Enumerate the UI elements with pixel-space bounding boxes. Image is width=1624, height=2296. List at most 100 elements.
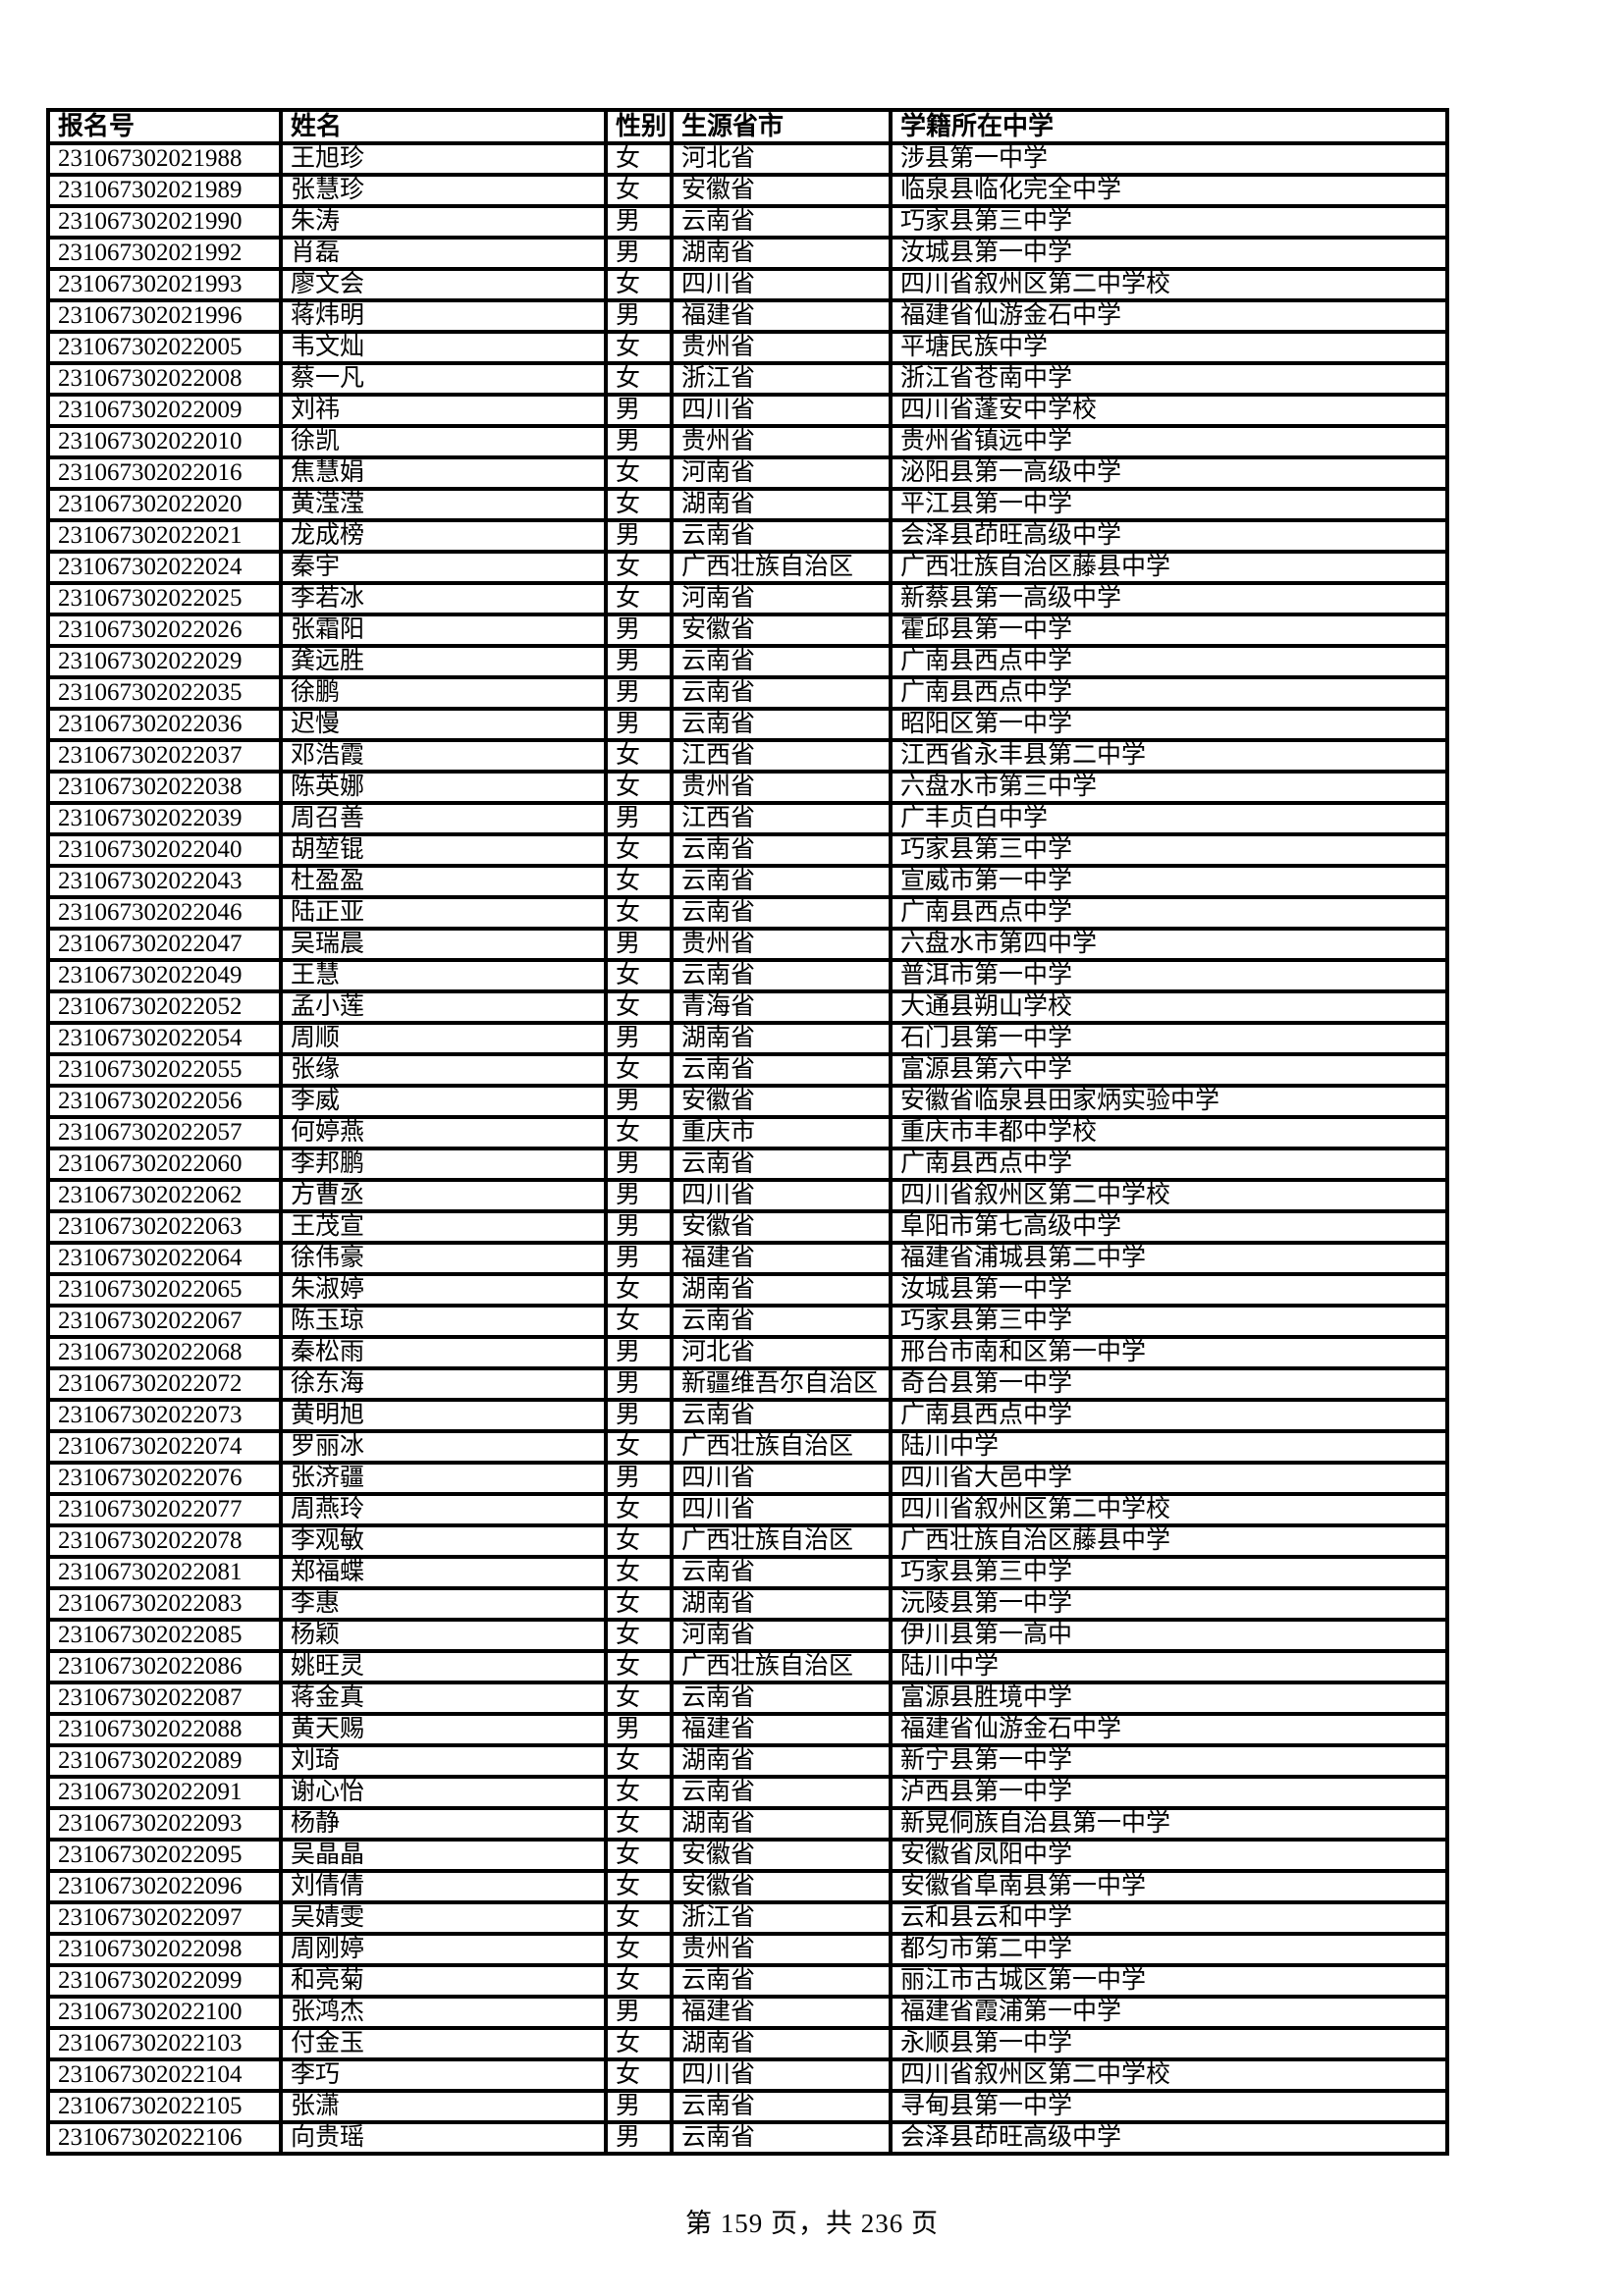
- cell-school: 广南县西点中学: [889, 1398, 1449, 1433]
- cell-reg-number: 231067302022035: [46, 675, 283, 711]
- table-row: 231067302022026 张霜阳男安徽省 霍邱县第一中学: [46, 613, 1449, 648]
- cell-school: 巧家县第三中学: [889, 1304, 1449, 1339]
- cell-reg-number: 231067302021993: [46, 267, 283, 302]
- cell-name: 徐伟豪: [279, 1241, 608, 1276]
- cell-name: 蒋金真: [279, 1681, 608, 1716]
- cell-gender: 男: [604, 613, 674, 648]
- cell-name: 朱涛: [279, 204, 608, 240]
- cell-gender: 男: [604, 236, 674, 271]
- cell-reg-number: 231067302022009: [46, 393, 283, 428]
- page-number-footer: 第 159 页，共 236 页: [685, 2209, 939, 2238]
- cell-school: 安徽省凤阳中学: [889, 1838, 1449, 1873]
- cell-gender: 女: [604, 455, 674, 491]
- cell-reg-number: 231067302022025: [46, 581, 283, 616]
- cell-province: 河北省: [670, 141, 893, 177]
- cell-gender: 女: [604, 989, 674, 1025]
- cell-school: 会泽县茚旺高级中学: [889, 2120, 1449, 2156]
- cell-province: 安徽省: [670, 1838, 893, 1873]
- cell-reg-number: 231067302021992: [46, 236, 283, 271]
- cell-school: 福建省浦城县第二中学: [889, 1241, 1449, 1276]
- cell-gender: 女: [604, 550, 674, 585]
- cell-school: 临泉县临化完全中学: [889, 173, 1449, 208]
- cell-gender: 女: [604, 1869, 674, 1904]
- cell-reg-number: 231067302022021: [46, 518, 283, 554]
- cell-gender: 女: [604, 1052, 674, 1088]
- cell-reg-number: 231067302022063: [46, 1209, 283, 1245]
- cell-gender: 男: [604, 1461, 674, 1496]
- cell-name: 吴晶晶: [279, 1838, 608, 1873]
- cell-reg-number: 231067302022060: [46, 1147, 283, 1182]
- cell-gender: 女: [604, 1649, 674, 1684]
- cell-province: 广西壮族自治区: [670, 1649, 893, 1684]
- cell-school: 浙江省苍南中学: [889, 361, 1449, 397]
- cell-name: 向贵瑶: [279, 2120, 608, 2156]
- col-header-name: 姓名: [279, 108, 608, 145]
- cell-school: 会泽县茚旺高级中学: [889, 518, 1449, 554]
- table-row: 231067302022063 王茂宣男安徽省 阜阳市第七高级中学: [46, 1209, 1449, 1245]
- cell-province: 江西省: [670, 801, 893, 836]
- cell-name: 周燕玲: [279, 1492, 608, 1527]
- cell-gender: 男: [604, 1241, 674, 1276]
- cell-school: 伊川县第一高中: [889, 1618, 1449, 1653]
- cell-province: 贵州省: [670, 330, 893, 365]
- cell-gender: 男: [604, 2120, 674, 2156]
- cell-gender: 女: [604, 487, 674, 522]
- cell-name: 张济疆: [279, 1461, 608, 1496]
- cell-school: 新蔡县第一高级中学: [889, 581, 1449, 616]
- cell-name: 李惠: [279, 1586, 608, 1622]
- cell-school: 都匀市第二中学: [889, 1932, 1449, 1967]
- table-row: 231067302021988 王旭珍女河北省 涉县第一中学: [46, 141, 1449, 177]
- table-row: 231067302022009 刘祎男四川省 四川省蓬安中学校: [46, 393, 1449, 428]
- table-row: 231067302022055 张缘女云南省 富源县第六中学: [46, 1052, 1449, 1088]
- col-header-reg-number: 报名号: [46, 108, 283, 145]
- cell-name: 周顺: [279, 1021, 608, 1056]
- cell-school: 普洱市第一中学: [889, 958, 1449, 993]
- table-row: 231067302022098 周刚婷女贵州省 都匀市第二中学: [46, 1932, 1449, 1967]
- cell-gender: 女: [604, 1115, 674, 1150]
- cell-province: 广西壮族自治区: [670, 1523, 893, 1559]
- cell-gender: 男: [604, 707, 674, 742]
- cell-reg-number: 231067302022038: [46, 770, 283, 805]
- cell-province: 福建省: [670, 1241, 893, 1276]
- cell-reg-number: 231067302022040: [46, 832, 283, 868]
- cell-school: 四川省大邑中学: [889, 1461, 1449, 1496]
- cell-province: 河北省: [670, 1335, 893, 1370]
- cell-school: 广南县西点中学: [889, 644, 1449, 679]
- cell-gender: 男: [604, 644, 674, 679]
- cell-name: 周召善: [279, 801, 608, 836]
- cell-province: 云南省: [670, 204, 893, 240]
- cell-reg-number: 231067302022049: [46, 958, 283, 993]
- table-row: 231067302022056 李威男安徽省 安徽省临泉县田家炳实验中学: [46, 1084, 1449, 1119]
- cell-province: 安徽省: [670, 1869, 893, 1904]
- cell-school: 巧家县第三中学: [889, 204, 1449, 240]
- cell-reg-number: 231067302022047: [46, 927, 283, 962]
- table-row: 231067302022016 焦慧娟女河南省 泌阳县第一高级中学: [46, 455, 1449, 491]
- table-row: 231067302022074 罗丽冰女广西壮族自治区 陆川中学: [46, 1429, 1449, 1465]
- cell-gender: 男: [604, 1178, 674, 1213]
- cell-school: 陆川中学: [889, 1649, 1449, 1684]
- cell-reg-number: 231067302022055: [46, 1052, 283, 1088]
- cell-school: 阜阳市第七高级中学: [889, 1209, 1449, 1245]
- cell-reg-number: 231067302022057: [46, 1115, 283, 1150]
- cell-reg-number: 231067302022073: [46, 1398, 283, 1433]
- cell-reg-number: 231067302022067: [46, 1304, 283, 1339]
- cell-province: 安徽省: [670, 173, 893, 208]
- cell-name: 和亮菊: [279, 1963, 608, 1999]
- table-row: 231067302022088 黄天赐男福建省 福建省仙游金石中学: [46, 1712, 1449, 1747]
- cell-school: 广西壮族自治区藤县中学: [889, 1523, 1449, 1559]
- cell-province: 新疆维吾尔自治区: [670, 1366, 893, 1402]
- cell-gender: 女: [604, 2057, 674, 2093]
- table-row: 231067302022036 迟慢男云南省 昭阳区第一中学: [46, 707, 1449, 742]
- cell-gender: 男: [604, 424, 674, 459]
- cell-school: 寻甸县第一中学: [889, 2089, 1449, 2124]
- cell-name: 廖文会: [279, 267, 608, 302]
- table-row: 231067302022076 张济疆男四川省 四川省大邑中学: [46, 1461, 1449, 1496]
- cell-name: 吴瑞晨: [279, 927, 608, 962]
- cell-province: 安徽省: [670, 613, 893, 648]
- cell-name: 龚远胜: [279, 644, 608, 679]
- table-row: 231067302021996 蒋炜明男福建省 福建省仙游金石中学: [46, 298, 1449, 334]
- student-roster-table: 报名号 姓名 性别 生源省市 学籍所在中学 231067302021988 王旭珍…: [46, 108, 1449, 2156]
- cell-gender: 男: [604, 2089, 674, 2124]
- cell-reg-number: 231067302022005: [46, 330, 283, 365]
- cell-province: 云南省: [670, 2089, 893, 2124]
